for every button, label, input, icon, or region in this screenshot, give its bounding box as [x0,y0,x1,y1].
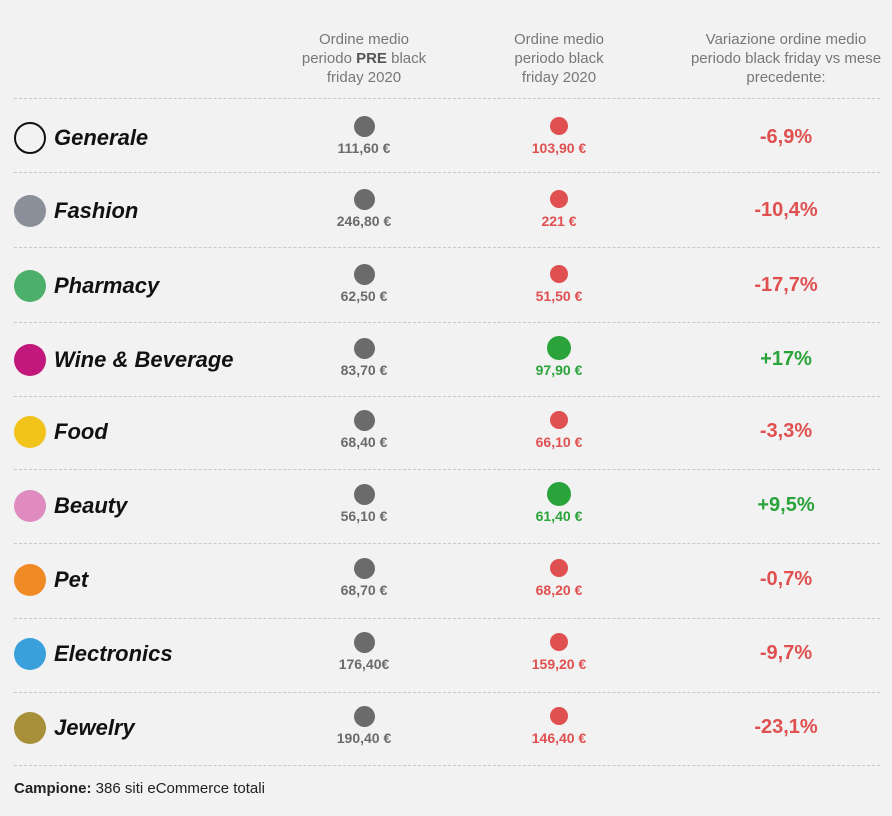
pre-dot [354,706,375,727]
category-name: Wine & Beverage [54,347,234,372]
pre-value: 68,40 € [340,434,388,450]
pre-value: 62,50 € [340,288,388,304]
category-icon [14,270,46,302]
header-text: Variazione ordine medio periodo black fr… [690,31,882,86]
variation: -23,1% [754,716,818,738]
pre-value: 176,40€ [338,656,390,672]
bf-dot [550,117,568,135]
variation: +9,5% [757,494,815,516]
pre-value: 56,10 € [340,508,388,524]
category-name: Electronics [54,641,173,666]
row-separator [14,98,880,99]
bf-value: 61,40 € [535,508,583,524]
header-text: black friday 2020 [326,50,427,86]
category-name: Pharmacy [54,273,160,298]
category-icon [14,416,46,448]
bf-value: 221 € [541,213,577,229]
row-separator [14,692,880,693]
row-separator [14,765,880,766]
category-icon [14,122,46,154]
bf-value: 68,20 € [535,582,583,598]
column-header: Variazione ordine medio periodo black fr… [688,30,884,87]
bf-dot [550,411,568,429]
pre-dot [354,632,375,653]
pre-dot [354,410,375,431]
footer-text: 386 siti eCommerce totali [91,780,265,797]
bf-value: 51,50 € [535,288,583,304]
bf-dot [547,482,571,506]
variation: -6,9% [759,126,813,148]
pre-dot [354,189,375,210]
row-separator [14,396,880,397]
category-icon [14,195,46,227]
variation: -9,7% [759,642,813,664]
bf-dot [550,190,568,208]
pre-dot [354,264,375,285]
category-name: Beauty [54,493,128,518]
column-header: Ordine medio periodo PRE black friday 20… [294,30,434,87]
bf-dot [550,633,568,651]
row-separator [14,172,880,173]
row-separator [14,247,880,248]
pre-value: 111,60 € [337,140,391,156]
footer-label: Campione: [14,780,92,797]
pre-dot [354,116,375,137]
variation: -17,7% [754,274,818,296]
category-icon [14,490,46,522]
category-name: Pet [54,567,89,592]
category-icon [14,712,46,744]
pre-dot [354,484,375,505]
footer: Campione: 386 siti eCommerce totali [14,780,265,797]
variation: -3,3% [759,420,813,442]
pre-value: 68,70 € [340,582,388,598]
category-icon [14,344,46,376]
bf-value: 97,90 € [535,362,583,378]
column-header: Ordine medio periodo black friday 2020 [494,30,624,87]
variation: -0,7% [759,568,813,590]
header-bold: PRE [356,50,387,67]
row-separator [14,543,880,544]
category-name: Jewelry [54,715,135,740]
row-separator [14,618,880,619]
pre-value: 246,80 € [336,213,392,229]
bf-value: 103,90 € [531,140,587,156]
bf-value: 146,40 € [531,730,587,746]
category-name: Generale [54,125,149,150]
category-name: Fashion [54,198,139,223]
variation: +17% [760,348,812,370]
bf-dot [550,707,568,725]
row-separator [14,322,880,323]
header-text: Ordine medio periodo black friday 2020 [513,31,605,86]
row-separator [14,469,880,470]
header-text: Ordine medio periodo [301,31,410,67]
bf-dot [550,559,568,577]
category-name: Food [54,419,108,444]
pre-dot [354,558,375,579]
bf-value: 159,20 € [531,656,587,672]
pre-value: 83,70 € [340,362,388,378]
bf-value: 66,10 € [535,434,583,450]
bf-dot [550,265,568,283]
variation: -10,4% [754,199,818,221]
pre-value: 190,40 € [336,730,392,746]
category-icon [14,638,46,670]
bf-dot [547,336,571,360]
pre-dot [354,338,375,359]
category-icon [14,564,46,596]
